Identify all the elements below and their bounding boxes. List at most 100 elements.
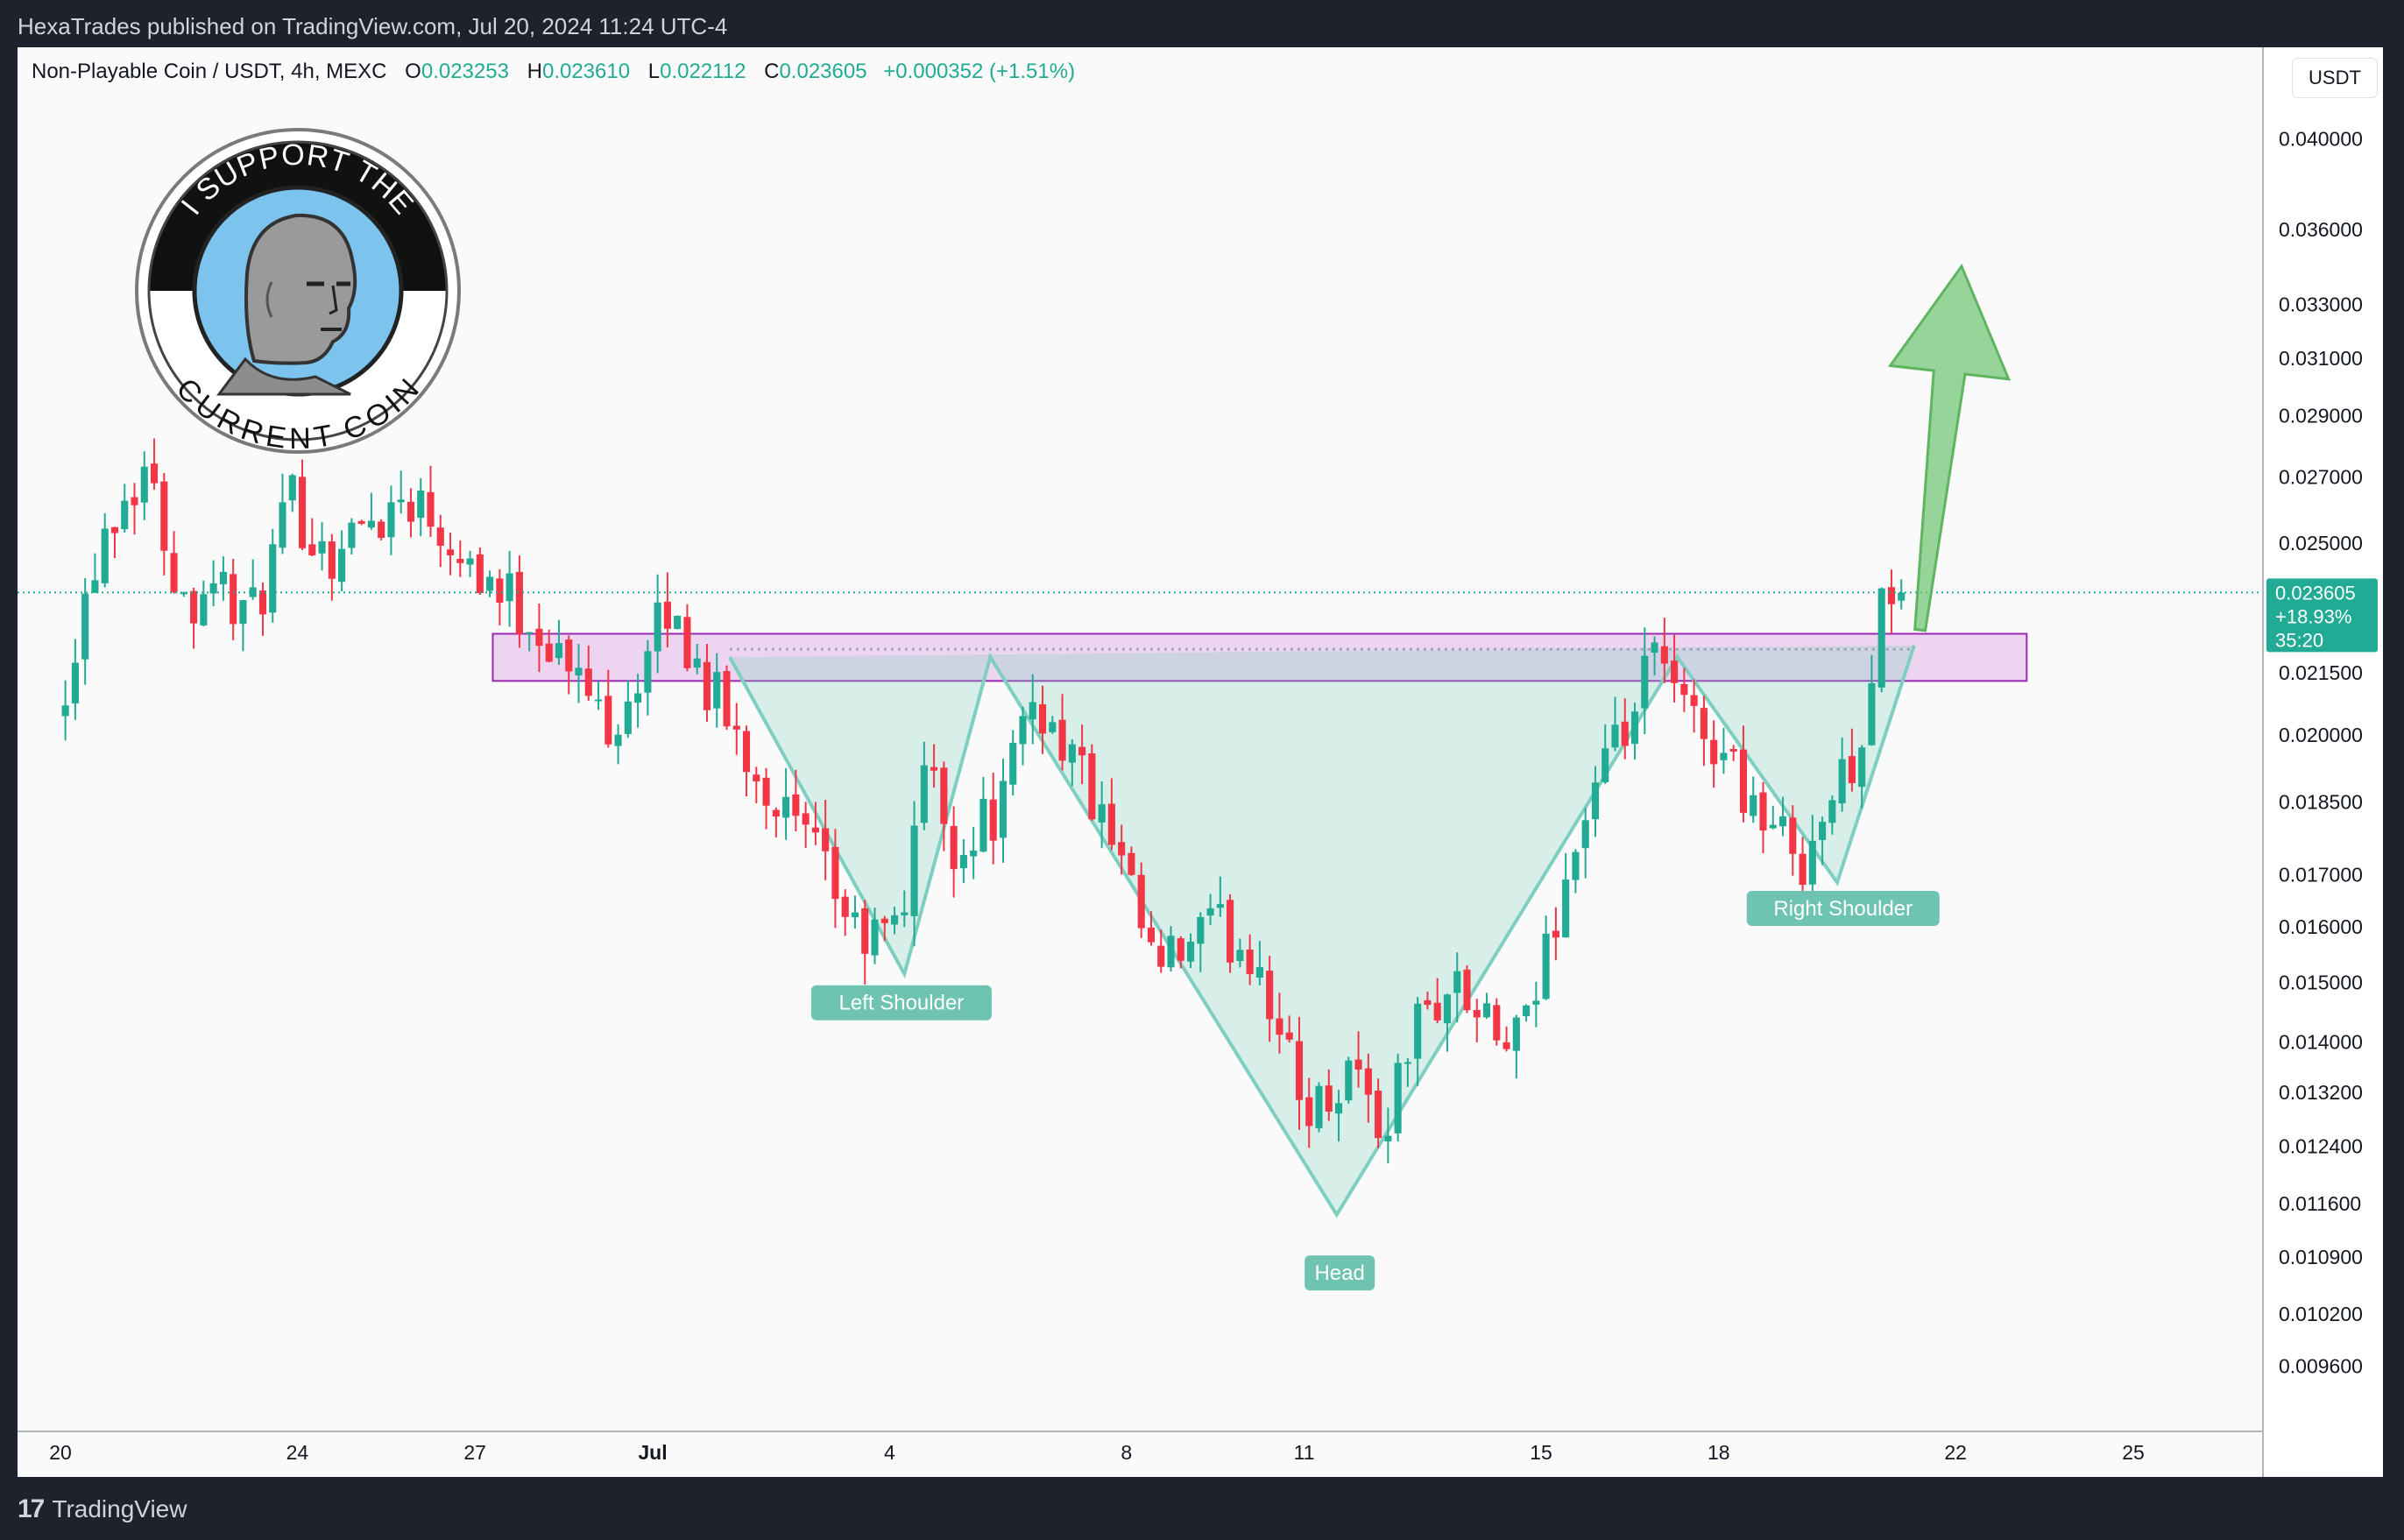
candle-body (101, 528, 109, 583)
candle-body (1038, 703, 1047, 734)
currency-button[interactable]: USDT (2292, 58, 2378, 98)
candle-body (1473, 1010, 1481, 1018)
candle (110, 526, 119, 559)
candle (1887, 569, 1896, 634)
candle (298, 459, 307, 550)
candle (1255, 941, 1263, 985)
candle (180, 591, 187, 597)
candle-body (1186, 941, 1195, 962)
candle (1601, 724, 1609, 784)
candle-body (713, 672, 721, 709)
candle-body (1877, 588, 1885, 688)
close-value: 0.023605 (779, 60, 867, 83)
candle-body (1562, 879, 1570, 938)
chart-frame[interactable]: Left Shoulder Head Right Shoulder 0.040000… (18, 47, 2383, 1477)
tradingview-logo[interactable]: 17 TradingView (18, 1494, 187, 1524)
candle (1660, 618, 1668, 683)
candle-body (456, 558, 464, 563)
candle-body (1088, 753, 1096, 820)
candle (723, 665, 731, 730)
candle-body (1759, 792, 1767, 831)
candle-body (970, 850, 978, 857)
candle-body (871, 919, 879, 956)
candle-body (348, 522, 356, 548)
candle (1068, 739, 1076, 787)
candle (1729, 745, 1737, 761)
candle-body (841, 896, 849, 917)
candle (1186, 933, 1195, 969)
candle (1276, 993, 1283, 1054)
npc-face-icon (216, 213, 357, 396)
candle-body (200, 594, 208, 625)
candle-body (61, 705, 69, 717)
candle (328, 533, 336, 601)
candle (851, 895, 859, 929)
candle-body (723, 671, 731, 727)
candle-body (1482, 1003, 1491, 1018)
candle (170, 531, 178, 594)
candle-body (1819, 822, 1827, 840)
candle (565, 635, 573, 695)
candle-body (180, 592, 187, 595)
candle-body (1375, 1091, 1382, 1139)
candle-body (506, 573, 513, 602)
candle (880, 915, 888, 942)
price-tick-label: 0.011600 (2279, 1192, 2361, 1215)
candle (1354, 1031, 1362, 1088)
candle (1799, 837, 1807, 901)
candle-body (1769, 824, 1777, 829)
candle-body (594, 699, 603, 702)
resistance-zone-layer (491, 632, 2028, 682)
candle (219, 556, 227, 601)
candle-body (663, 601, 671, 629)
time-tick-label: 15 (1530, 1441, 1552, 1464)
candle (930, 744, 938, 788)
price-chart[interactable]: Left Shoulder Head Right Shoulder 0.040000… (18, 47, 2383, 1477)
symbol-legend[interactable]: Non-Playable Coin / USDT, 4h, MEXC O0.02… (32, 60, 1075, 84)
candle-body (1098, 804, 1106, 823)
candle-body (1463, 969, 1471, 1011)
candle-body (753, 774, 760, 782)
symbol-name[interactable]: Non-Playable Coin / USDT, 4h, MEXC (32, 60, 387, 83)
time-tick-label: Jul (638, 1441, 667, 1464)
candle (802, 802, 810, 849)
price-tick-label: 0.040000 (2279, 128, 2363, 151)
candle (417, 477, 425, 537)
candle-body (1285, 1032, 1293, 1040)
candle-body (1729, 748, 1737, 752)
candle-body (703, 661, 711, 710)
candle (387, 485, 395, 555)
time-tick-label: 18 (1708, 1441, 1730, 1464)
candle (71, 639, 79, 720)
candle-body (288, 475, 296, 501)
candle-body (831, 846, 839, 900)
candle (1769, 805, 1777, 830)
candle-body (397, 499, 405, 503)
candle (822, 799, 830, 880)
candle-body (920, 765, 928, 823)
candle (160, 472, 168, 576)
candle (1019, 706, 1027, 766)
candle-body (407, 501, 415, 522)
candle-body (1118, 842, 1126, 856)
candle-body (1799, 853, 1807, 886)
candle-body (1778, 816, 1787, 827)
candle-body (1068, 744, 1076, 763)
candle-body (802, 813, 810, 825)
candle-body (1266, 971, 1274, 1020)
candle (348, 518, 356, 555)
candle (1177, 936, 1184, 969)
candle (1621, 698, 1629, 759)
candle (989, 773, 997, 865)
resistance-zone (491, 632, 2028, 682)
candle-body (427, 491, 435, 527)
candle (1572, 849, 1580, 894)
candle (861, 900, 869, 985)
time-tick-label: 22 (1944, 1441, 1967, 1464)
candle (131, 483, 138, 535)
candle (959, 838, 967, 884)
candle (703, 644, 711, 723)
candle (871, 908, 879, 964)
candle (1552, 907, 1559, 961)
candle-body (239, 600, 247, 625)
